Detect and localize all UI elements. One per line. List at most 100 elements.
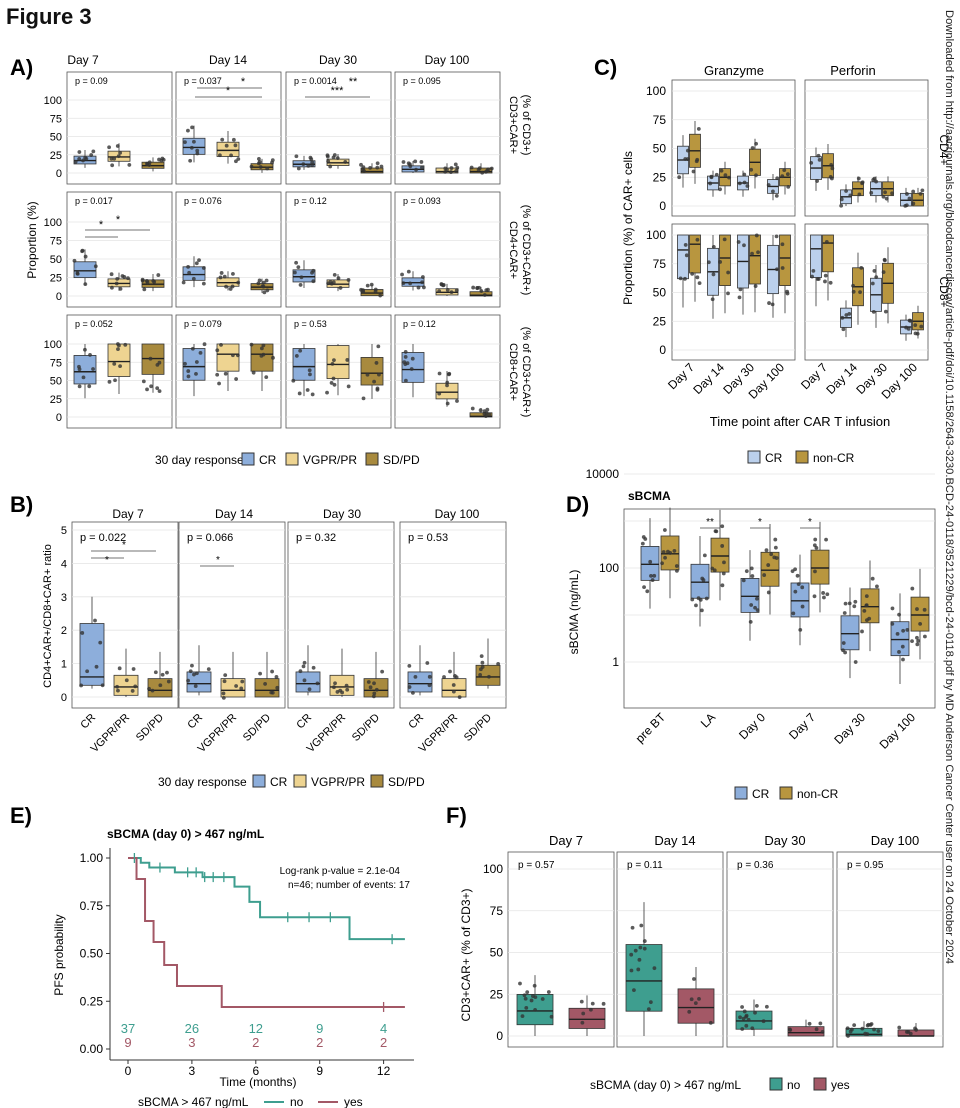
data-point [847, 312, 852, 316]
data-point [219, 342, 223, 347]
x-tick-label: CR [406, 712, 426, 732]
box-cr [182, 137, 206, 155]
data-point [774, 556, 779, 560]
data-point [425, 661, 430, 665]
data-point [377, 372, 381, 377]
panel-a-day-strip: Day 7 [67, 53, 99, 67]
x-tick-label: Day 100 [877, 710, 919, 752]
data-point [897, 1025, 902, 1030]
data-point [110, 163, 115, 168]
data-point [484, 288, 489, 293]
data-point [485, 407, 490, 412]
data-point [908, 1031, 913, 1036]
data-point [629, 952, 634, 957]
data-point [311, 665, 316, 670]
box-cr [740, 578, 760, 613]
data-point [145, 279, 149, 283]
data-point [98, 640, 103, 645]
data-point [411, 690, 415, 695]
data-point [518, 981, 522, 986]
data-point [371, 694, 376, 699]
data-point [81, 158, 85, 163]
data-point [881, 194, 886, 199]
x-tick-label: Day 14 [690, 360, 727, 397]
data-point [890, 606, 895, 611]
data-point [918, 621, 923, 626]
x-tick-label: 9 [316, 1064, 323, 1078]
p-value: p = 0.95 [847, 860, 884, 871]
data-point [895, 632, 900, 636]
box-noncr [822, 234, 834, 273]
data-point [372, 379, 376, 384]
data-point [601, 1001, 606, 1006]
data-point [767, 301, 771, 305]
panel-c-legend: CR non-CR [747, 450, 855, 465]
data-point [532, 983, 537, 988]
data-point [116, 688, 120, 693]
data-point [737, 181, 742, 186]
sig-star: * [99, 219, 104, 231]
data-point [263, 682, 267, 686]
data-point [824, 537, 828, 542]
risk-count-no: 4 [380, 1021, 387, 1036]
data-point [580, 1020, 585, 1025]
data-point [477, 285, 481, 290]
data-point [883, 309, 888, 314]
data-point [374, 687, 379, 692]
data-point [695, 237, 700, 242]
data-point [156, 273, 161, 277]
data-point [648, 1000, 653, 1005]
panel-a-label: A) [10, 55, 33, 80]
data-point [869, 190, 874, 195]
data-point [478, 667, 483, 672]
legend-label-sdpd: SD/PD [383, 453, 420, 467]
data-point [421, 285, 426, 290]
data-point [231, 271, 235, 276]
data-point [755, 608, 760, 613]
y-tick-label: 0.75 [80, 899, 104, 913]
data-point [155, 386, 160, 391]
y-tick-label: 0 [56, 168, 62, 180]
box-cr [840, 615, 860, 651]
data-point [883, 190, 887, 195]
y-tick-label: 75 [50, 357, 62, 369]
data-point [437, 371, 442, 376]
sig-star: * [758, 517, 762, 528]
data-point [403, 350, 408, 354]
data-point [127, 163, 132, 167]
x-tick-label: CR [294, 712, 314, 732]
download-watermark: Downloaded from http://aacrjournals.org/… [943, 10, 955, 964]
data-point [863, 1031, 868, 1036]
data-point [375, 161, 380, 166]
data-point [158, 683, 163, 688]
legend-swatch-cr [747, 450, 761, 464]
data-point [218, 153, 222, 158]
data-point [188, 158, 193, 163]
data-point [788, 1028, 793, 1032]
data-point [301, 664, 306, 669]
panel-c-row-strip: CD4+ [937, 134, 951, 165]
data-point [766, 563, 771, 567]
data-point [689, 997, 694, 1002]
data-point [872, 176, 877, 181]
data-point [77, 384, 82, 389]
data-point [652, 966, 657, 971]
y-tick-label: 0.50 [80, 947, 104, 961]
data-point [858, 290, 862, 295]
y-tick-label: 1 [612, 655, 619, 669]
data-point [852, 604, 857, 609]
panel-f-y-label: CD3+CAR+ (% of CD3+) [459, 888, 473, 1021]
data-point [699, 608, 704, 613]
data-point [546, 990, 551, 994]
x-tick-label: SD/PD [462, 712, 494, 744]
panel-a-row-strip: CD3+CAR+ (% of CD3+) CD4+CAR+ (% of CD3+… [507, 95, 532, 418]
data-point [454, 169, 459, 173]
data-point [445, 287, 450, 292]
panel-b-legend: 30 day response CR VGPR/PR SD/PD [158, 774, 425, 789]
data-point [720, 583, 725, 588]
data-point [441, 283, 446, 287]
p-value: p = 0.11 [627, 860, 663, 871]
panel-d-title: sBCMA [628, 489, 671, 503]
data-point [365, 372, 370, 377]
